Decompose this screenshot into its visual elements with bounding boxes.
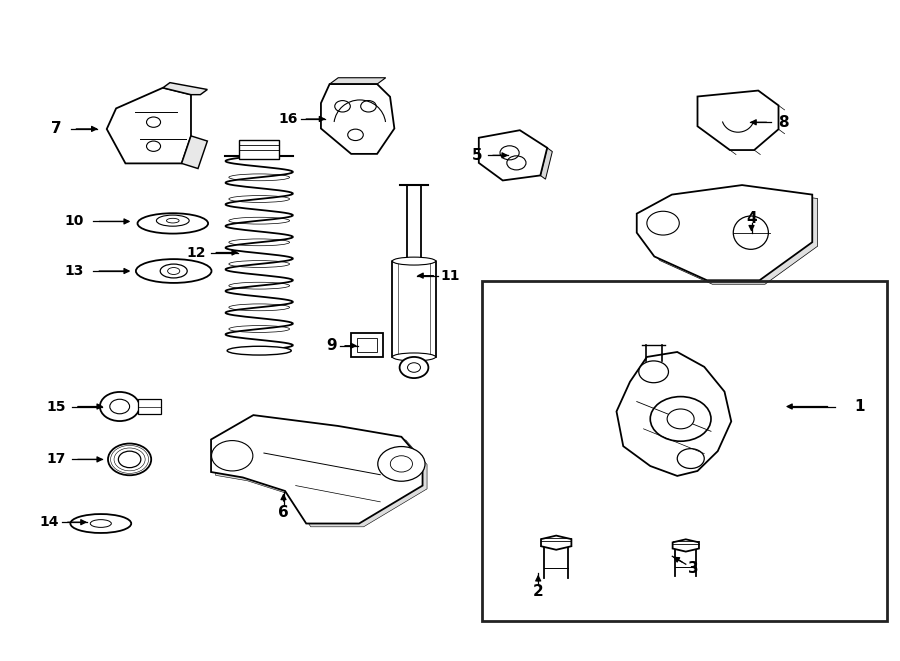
Text: 2: 2 xyxy=(533,584,544,599)
Text: 13: 13 xyxy=(64,264,84,278)
Ellipse shape xyxy=(136,259,212,283)
Polygon shape xyxy=(672,539,699,551)
Bar xyxy=(138,399,161,414)
Polygon shape xyxy=(211,415,423,524)
Ellipse shape xyxy=(229,196,290,202)
Polygon shape xyxy=(637,185,813,280)
Polygon shape xyxy=(675,545,697,576)
Text: 6: 6 xyxy=(278,505,289,520)
Circle shape xyxy=(110,399,130,414)
Ellipse shape xyxy=(392,353,436,361)
Text: 12: 12 xyxy=(186,245,206,260)
Polygon shape xyxy=(216,418,427,527)
Polygon shape xyxy=(407,185,421,261)
Bar xyxy=(239,140,279,159)
Text: 10: 10 xyxy=(64,214,84,229)
Ellipse shape xyxy=(229,282,290,289)
Text: 1: 1 xyxy=(854,399,865,414)
Bar xyxy=(351,333,383,357)
Circle shape xyxy=(400,357,428,378)
Ellipse shape xyxy=(90,520,112,527)
Bar xyxy=(482,281,886,621)
Ellipse shape xyxy=(229,304,290,311)
Ellipse shape xyxy=(392,257,436,265)
Text: 14: 14 xyxy=(40,515,59,529)
Bar xyxy=(357,338,377,352)
Text: 5: 5 xyxy=(472,148,482,163)
Ellipse shape xyxy=(229,174,290,180)
Circle shape xyxy=(650,397,711,442)
Circle shape xyxy=(408,363,420,372)
Ellipse shape xyxy=(167,268,180,274)
Text: 15: 15 xyxy=(46,399,66,414)
Ellipse shape xyxy=(160,264,187,278)
Text: 3: 3 xyxy=(688,561,698,576)
Ellipse shape xyxy=(166,218,179,223)
Polygon shape xyxy=(107,88,191,163)
Ellipse shape xyxy=(229,326,290,332)
Ellipse shape xyxy=(157,215,189,226)
Polygon shape xyxy=(392,261,436,357)
Polygon shape xyxy=(329,78,386,84)
Ellipse shape xyxy=(227,346,292,355)
Circle shape xyxy=(391,456,412,472)
Text: 4: 4 xyxy=(746,211,757,225)
Polygon shape xyxy=(540,148,553,179)
Polygon shape xyxy=(698,91,778,150)
Circle shape xyxy=(119,451,140,467)
Circle shape xyxy=(108,444,151,475)
Polygon shape xyxy=(544,543,569,578)
Ellipse shape xyxy=(70,514,131,533)
Text: 8: 8 xyxy=(778,115,788,130)
Circle shape xyxy=(378,447,425,481)
Text: 7: 7 xyxy=(51,122,62,136)
Text: 17: 17 xyxy=(46,452,66,467)
Polygon shape xyxy=(321,84,394,154)
Ellipse shape xyxy=(138,214,208,233)
Polygon shape xyxy=(479,130,547,180)
Text: 11: 11 xyxy=(440,268,460,283)
Ellipse shape xyxy=(229,239,290,246)
Circle shape xyxy=(677,449,704,469)
Ellipse shape xyxy=(229,217,290,224)
Text: 9: 9 xyxy=(326,338,337,353)
Circle shape xyxy=(212,441,253,471)
Polygon shape xyxy=(541,535,572,550)
Polygon shape xyxy=(182,136,207,169)
Circle shape xyxy=(639,361,669,383)
Circle shape xyxy=(100,392,140,421)
Circle shape xyxy=(667,409,694,429)
Polygon shape xyxy=(643,189,818,284)
Text: 16: 16 xyxy=(278,112,298,126)
Polygon shape xyxy=(163,83,207,95)
Ellipse shape xyxy=(229,260,290,268)
Polygon shape xyxy=(616,352,731,476)
